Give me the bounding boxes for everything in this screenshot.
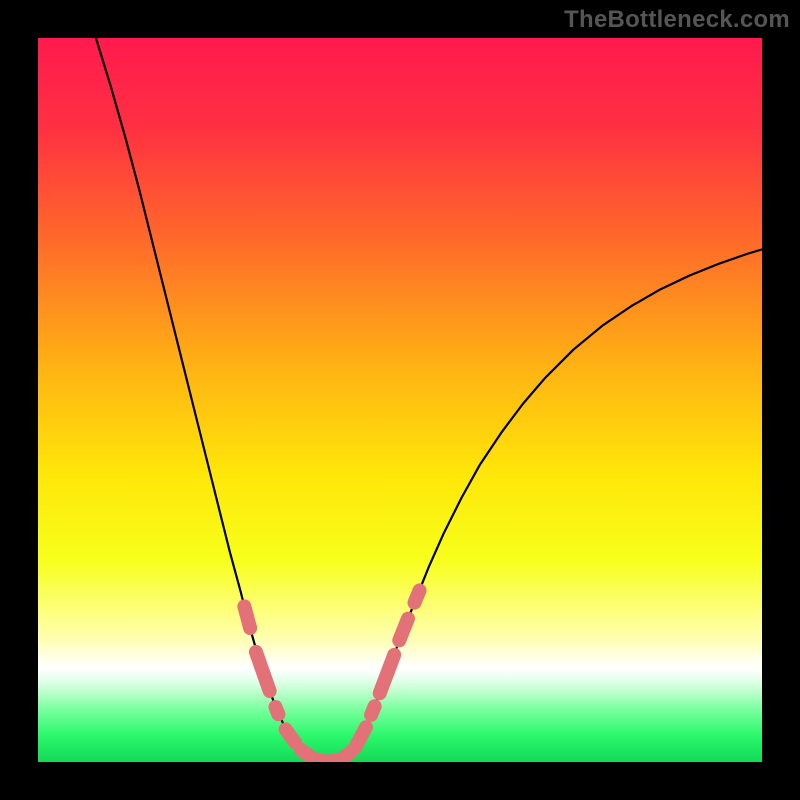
highlight-segment — [371, 706, 375, 715]
highlight-segment — [330, 760, 339, 761]
highlight-segment — [286, 729, 295, 742]
highlight-segment — [414, 590, 419, 602]
highlight-segment — [301, 750, 309, 756]
watermark-text: TheBottleneck.com — [564, 6, 790, 34]
highlight-segment — [355, 727, 366, 747]
highlight-segment — [244, 606, 250, 628]
highlight-segment — [275, 707, 278, 714]
plot-area — [38, 38, 762, 762]
highlight-segment — [315, 759, 325, 761]
highlight-segment — [344, 752, 351, 757]
chart-svg — [38, 38, 762, 762]
highlight-segment — [399, 619, 408, 641]
